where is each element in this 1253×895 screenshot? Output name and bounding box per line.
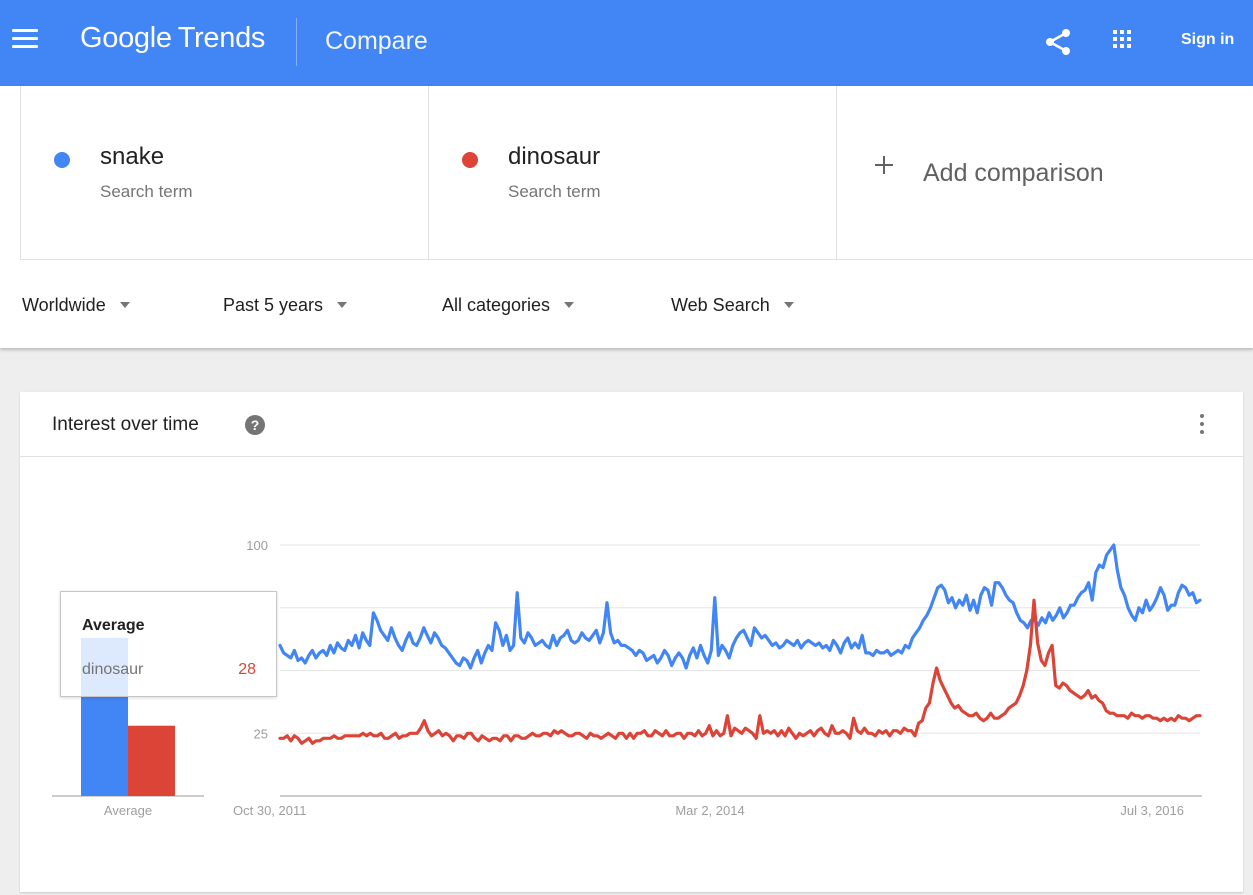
dropdown-arrow-icon xyxy=(119,302,130,308)
average-axis-label: Average xyxy=(104,803,152,818)
interest-over-time-card: Interest over time ? 100 25 Oct 30, 2011 Ma… xyxy=(20,392,1243,892)
filter-time-range[interactable]: Past 5 years xyxy=(223,295,348,316)
card-title: Interest over time xyxy=(52,414,199,435)
x-tick-label: Oct 30, 2011 xyxy=(233,803,306,818)
menu-icon[interactable] xyxy=(12,29,38,49)
snake-color-dot xyxy=(54,152,70,168)
plus-icon xyxy=(875,156,893,174)
search-term-card-dinosaur[interactable]: dinosaur Search term xyxy=(428,86,836,260)
series-line-dinosaur xyxy=(278,598,1202,745)
apps-grid-icon[interactable] xyxy=(1113,30,1131,48)
share-icon[interactable] xyxy=(1043,27,1073,57)
tooltip-value: 28 xyxy=(238,661,256,678)
series-line-snake xyxy=(278,543,1202,670)
add-comparison-button[interactable]: Add comparison xyxy=(836,86,1253,260)
tooltip-title: Average xyxy=(82,617,145,634)
filter-location[interactable]: Worldwide xyxy=(22,295,130,316)
search-term-name[interactable]: dinosaur xyxy=(508,143,601,170)
compare-panel: snake Search term dinosaur Search term A… xyxy=(0,86,1253,348)
dropdown-arrow-icon xyxy=(564,302,575,308)
help-icon[interactable]: ? xyxy=(245,415,265,435)
card-divider xyxy=(20,456,1243,457)
dropdown-arrow-icon xyxy=(337,302,348,308)
search-term-card-snake[interactable]: snake Search term xyxy=(20,86,428,260)
filter-label: All categories xyxy=(442,295,551,315)
logo-trends: Trends xyxy=(177,22,266,54)
filter-label: Worldwide xyxy=(22,295,106,315)
dinosaur-color-dot xyxy=(462,152,478,168)
tooltip-term: dinosaur xyxy=(82,661,144,678)
x-tick-label: Mar 2, 2014 xyxy=(675,803,744,818)
add-comparison-label: Add comparison xyxy=(923,159,1104,187)
page-title: Compare xyxy=(325,27,428,55)
x-tick-label: Jul 3, 2016 xyxy=(1120,803,1184,818)
dropdown-arrow-icon xyxy=(783,302,794,308)
filter-search-type[interactable]: Web Search xyxy=(671,295,794,316)
search-term-type: Search term xyxy=(508,182,601,201)
search-term-name[interactable]: snake xyxy=(100,143,165,170)
filter-label: Past 5 years xyxy=(223,295,324,315)
search-term-type: Search term xyxy=(100,182,193,201)
y-tick-label: 100 xyxy=(246,538,268,553)
average-bar-dinosaur xyxy=(128,725,175,796)
filter-category[interactable]: All categories xyxy=(442,295,575,316)
more-options-icon[interactable] xyxy=(1196,414,1208,440)
filter-label: Web Search xyxy=(671,295,770,315)
filter-bar: Worldwide Past 5 years All categories We… xyxy=(0,260,1253,348)
logo-google: Google xyxy=(80,22,172,54)
app-bar: Google Trends Compare Sign in xyxy=(0,0,1253,86)
y-tick-label: 25 xyxy=(254,726,268,741)
app-bar-divider xyxy=(296,18,297,66)
average-tooltip: Average dinosaur 28 xyxy=(60,591,277,697)
google-trends-logo[interactable]: Google Trends xyxy=(80,22,265,55)
sign-in-button[interactable]: Sign in xyxy=(1181,31,1235,48)
